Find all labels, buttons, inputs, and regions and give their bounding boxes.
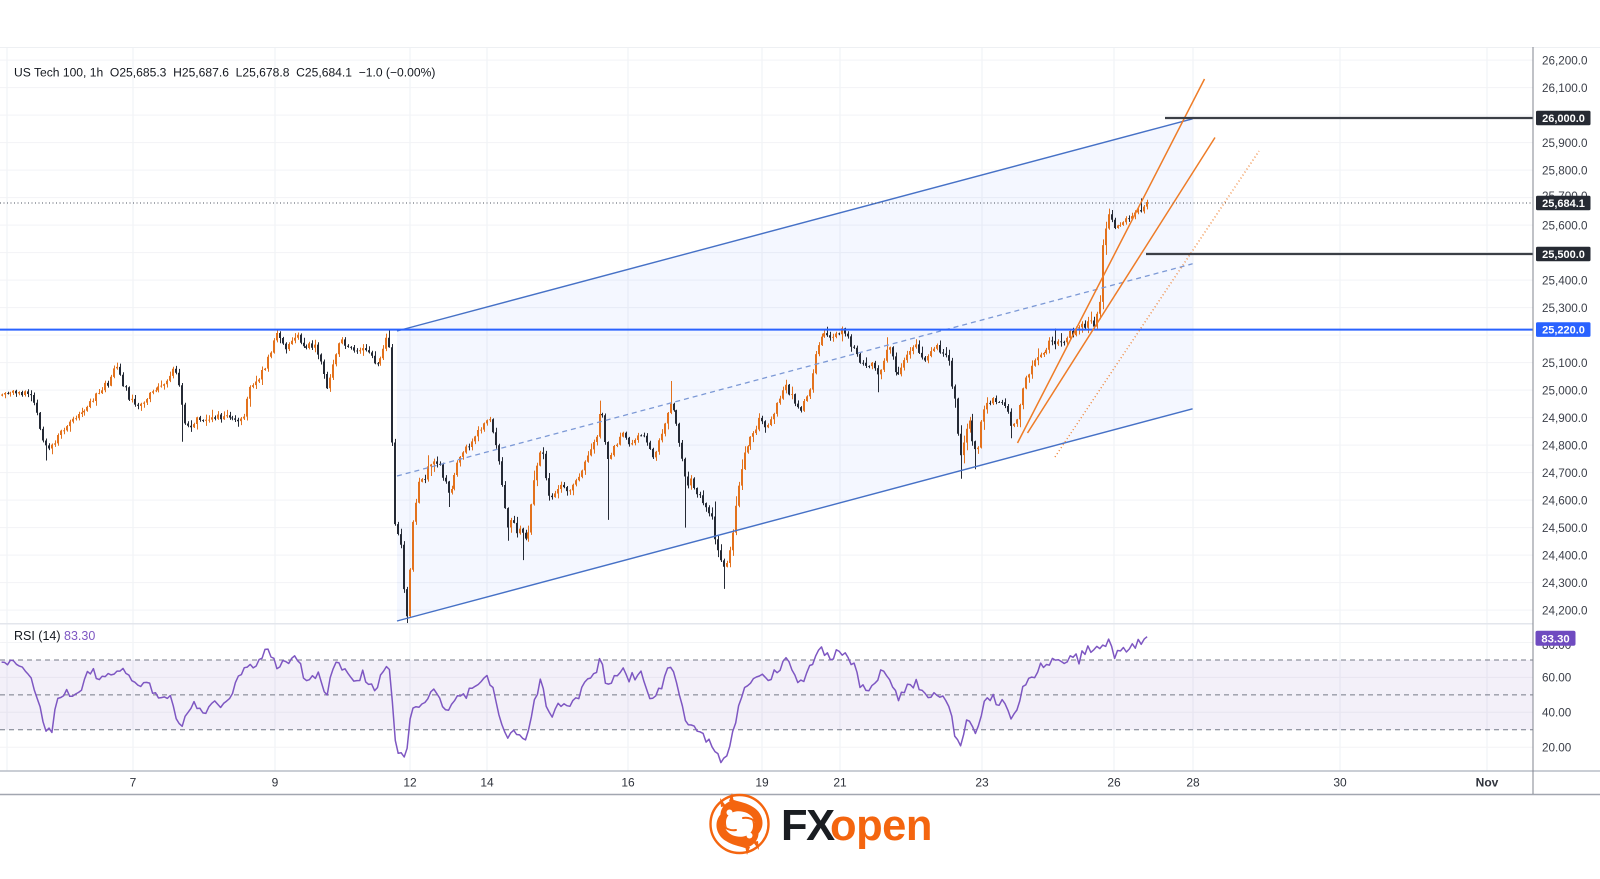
svg-text:28: 28 bbox=[1186, 776, 1200, 790]
svg-text:14: 14 bbox=[480, 776, 494, 790]
svg-text:25,300.0: 25,300.0 bbox=[1542, 302, 1588, 315]
svg-text:20.00: 20.00 bbox=[1542, 741, 1572, 754]
svg-text:83.30: 83.30 bbox=[1541, 634, 1569, 646]
svg-text:26,100.0: 26,100.0 bbox=[1542, 82, 1588, 95]
svg-text:16: 16 bbox=[621, 776, 635, 790]
svg-text:9: 9 bbox=[272, 776, 279, 790]
svg-text:25,000.0: 25,000.0 bbox=[1542, 384, 1588, 397]
svg-text:21: 21 bbox=[833, 776, 847, 790]
svg-text:RSI (14): RSI (14) bbox=[14, 629, 61, 643]
svg-text:FX: FX bbox=[781, 802, 835, 850]
svg-text:7: 7 bbox=[130, 776, 137, 790]
svg-text:US Tech 100, 1h O25,685.3 H2: US Tech 100, 1h O25,685.3 H25,687.6 L25,… bbox=[14, 66, 435, 80]
svg-text:25,900.0: 25,900.0 bbox=[1542, 137, 1588, 150]
svg-text:12: 12 bbox=[403, 776, 417, 790]
svg-text:open: open bbox=[830, 802, 932, 850]
svg-text:26: 26 bbox=[1107, 776, 1121, 790]
svg-text:24,400.0: 24,400.0 bbox=[1542, 549, 1588, 562]
svg-text:25,800.0: 25,800.0 bbox=[1542, 164, 1588, 177]
svg-text:30: 30 bbox=[1333, 776, 1347, 790]
svg-text:24,800.0: 24,800.0 bbox=[1542, 439, 1588, 452]
svg-text:60.00: 60.00 bbox=[1542, 672, 1572, 685]
svg-text:24,700.0: 24,700.0 bbox=[1542, 467, 1588, 480]
svg-text:25,400.0: 25,400.0 bbox=[1542, 274, 1588, 287]
svg-text:24,600.0: 24,600.0 bbox=[1542, 494, 1588, 507]
svg-text:23: 23 bbox=[975, 776, 989, 790]
svg-text:40.00: 40.00 bbox=[1542, 707, 1572, 720]
svg-text:25,220.0: 25,220.0 bbox=[1542, 325, 1585, 337]
svg-text:25,500.0: 25,500.0 bbox=[1542, 249, 1585, 261]
svg-text:25,600.0: 25,600.0 bbox=[1542, 219, 1588, 232]
svg-text:24,300.0: 24,300.0 bbox=[1542, 577, 1588, 590]
svg-text:24,200.0: 24,200.0 bbox=[1542, 604, 1588, 617]
svg-text:24,900.0: 24,900.0 bbox=[1542, 412, 1588, 425]
svg-text:19: 19 bbox=[755, 776, 769, 790]
svg-text:24,500.0: 24,500.0 bbox=[1542, 522, 1588, 535]
svg-text:25,684.1: 25,684.1 bbox=[1542, 198, 1585, 210]
svg-text:26,000.0: 26,000.0 bbox=[1542, 113, 1585, 125]
svg-text:83.30: 83.30 bbox=[64, 629, 95, 643]
svg-text:25,100.0: 25,100.0 bbox=[1542, 357, 1588, 370]
svg-text:Nov: Nov bbox=[1476, 776, 1499, 790]
svg-text:26,200.0: 26,200.0 bbox=[1542, 54, 1588, 67]
